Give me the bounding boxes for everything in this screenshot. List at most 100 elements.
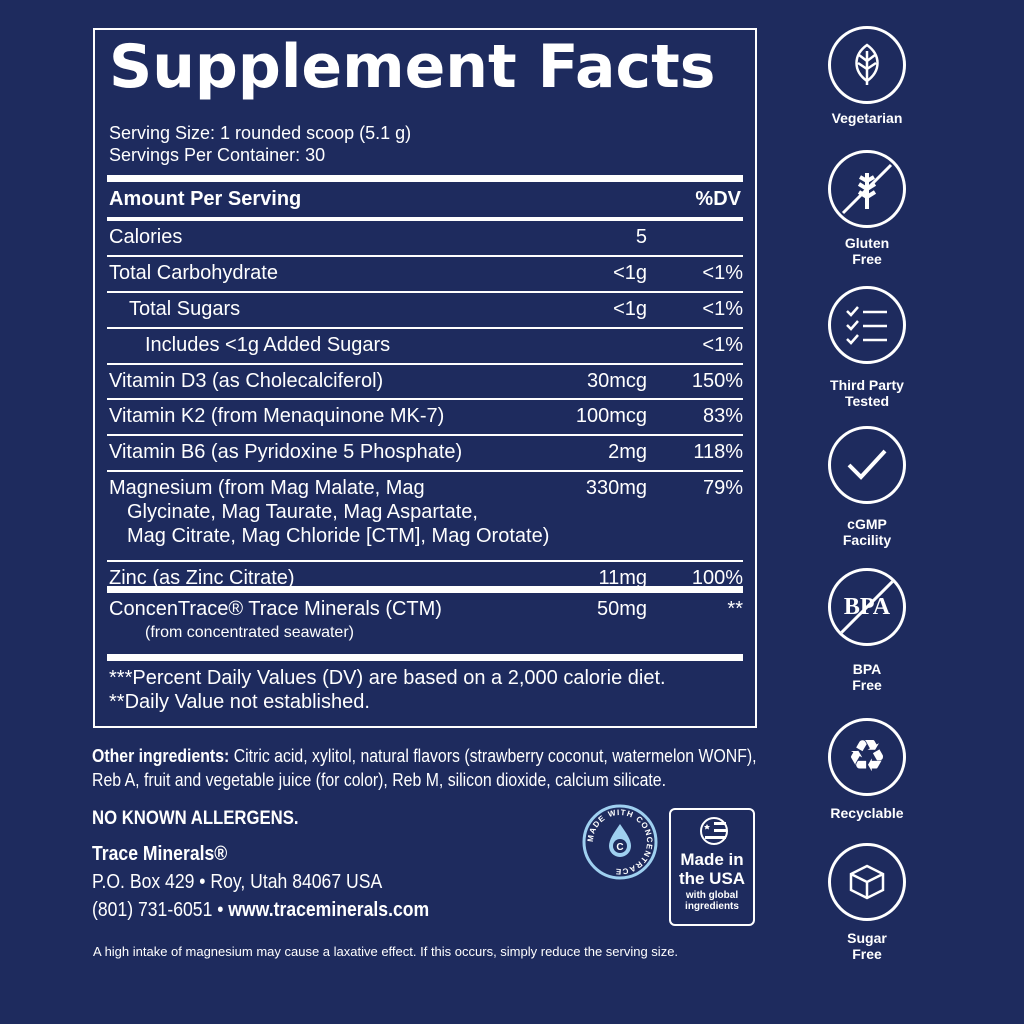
other-ingredients-text: Citric acid, xylitol, natural flavors (s… — [92, 746, 757, 790]
table-row: Vitamin K2 (from Menaquinone MK-7) 100mcg… — [107, 400, 743, 436]
dv: 79% — [702, 477, 743, 499]
divider — [107, 175, 743, 182]
wheat-crossed-icon — [828, 150, 906, 228]
nutrient-name: Zinc (as Zinc Citrate) — [109, 567, 295, 589]
icon-label: cGMP Facility — [800, 516, 934, 548]
icon-label: Vegetarian — [800, 110, 934, 126]
amount: 11mg — [598, 567, 647, 589]
bpa-crossed-icon: BPA — [828, 568, 906, 646]
icon-label: Sugar Free — [800, 930, 934, 962]
table-header: Amount Per Serving %DV — [107, 181, 743, 217]
svg-text:C: C — [616, 842, 623, 853]
nutrient-table: Amount Per Serving %DV Calories 5 Total Ca… — [107, 181, 743, 661]
nutrient-name: Calories — [109, 226, 183, 248]
footnote: ***Percent Daily Values (DV) are based o… — [109, 667, 666, 689]
icon-label: Gluten Free — [800, 235, 934, 267]
amount: 330mg — [585, 477, 647, 499]
checklist-icon — [828, 286, 906, 364]
dv: <1% — [702, 334, 743, 356]
table-row: Zinc (as Zinc Citrate) 11mg 100% — [107, 562, 743, 593]
icon-label: Recyclable — [800, 805, 934, 821]
footnotes: ***Percent Daily Values (DV) are based o… — [109, 666, 666, 714]
label-line: Facility — [842, 532, 892, 548]
label-line: Gluten — [844, 235, 890, 251]
amount: <1g — [613, 298, 647, 320]
dv: 150% — [691, 370, 743, 392]
footnote: **Daily Value not established. — [109, 691, 370, 713]
table-row: Includes <1g Added Sugars <1% — [107, 329, 743, 365]
concentrace-badge: MADE WITH CONCENTRACE C — [582, 804, 658, 880]
sugar-cube-icon — [828, 843, 906, 921]
amount: <1g — [613, 262, 647, 284]
name-sub: (from concentrated seawater) — [145, 624, 354, 641]
usa-line3: with global ingredients — [685, 890, 739, 912]
company-info: Trace Minerals® P.O. Box 429 • Roy, Utah… — [92, 840, 429, 924]
serving-size: Serving Size: 1 rounded scoop (5.1 g) — [109, 123, 412, 143]
icon-label: Third Party Tested — [800, 377, 934, 409]
nutrient-name: Includes <1g Added Sugars — [145, 334, 391, 356]
name-line: Magnesium (from Mag Malate, Mag — [109, 477, 425, 499]
label-line: Third Party — [830, 377, 904, 393]
nutrient-name: Vitamin K2 (from Menaquinone MK-7) — [109, 405, 445, 427]
company-phone: (801) 731-6051 • — [92, 899, 224, 921]
nutrient-name: Magnesium (from Mag Malate, Mag Glycinate… — [107, 476, 743, 560]
label-line: Free — [852, 251, 882, 267]
recycle-icon: ♻ — [828, 718, 906, 796]
servings-per-container: Servings Per Container: 30 — [109, 145, 326, 165]
label-line: Sugar — [847, 930, 887, 946]
company-name: Trace Minerals® — [92, 843, 228, 865]
flag-icon — [700, 817, 728, 845]
table-row: Total Carbohydrate <1g <1% — [107, 257, 743, 293]
amount: 30mcg — [586, 370, 647, 392]
droplet-icon: C — [609, 824, 631, 857]
table-row: Vitamin B6 (as Pyridoxine 5 Phosphate) 2m… — [107, 436, 743, 472]
label-line: Free — [852, 677, 882, 693]
label-line: cGMP — [847, 516, 887, 532]
name-line: Glycinate, Mag Taurate, Mag Aspartate, — [127, 501, 478, 523]
panel-title: Supplement Facts — [109, 32, 716, 102]
header-dv: %DV — [695, 187, 741, 210]
table-row: Magnesium (from Mag Malate, Mag Glycinate… — [107, 472, 743, 562]
company-address: P.O. Box 429 • Roy, Utah 84067 USA — [92, 871, 383, 893]
table-row: Total Sugars <1g <1% — [107, 293, 743, 329]
amount: 100mcg — [575, 405, 647, 427]
nutrient-name: Total Carbohydrate — [109, 262, 278, 284]
leaf-icon — [828, 26, 906, 104]
dv: 100% — [691, 567, 743, 589]
nutrient-name: ConcenTrace® Trace Minerals (CTM) (from c… — [107, 597, 743, 654]
amount: 5 — [635, 226, 647, 248]
dv: <1% — [702, 262, 743, 284]
company-website[interactable]: www.traceminerals.com — [228, 899, 430, 921]
label-line: BPA — [852, 661, 882, 677]
serving-info: Serving Size: 1 rounded scoop (5.1 g) Se… — [109, 122, 411, 166]
dv: 83% — [702, 405, 743, 427]
other-ingredients: Other ingredients: Citric acid, xylitol,… — [92, 744, 774, 792]
amount: 50mg — [596, 598, 647, 620]
check-icon — [828, 426, 906, 504]
table-row: Calories 5 — [107, 221, 743, 257]
divider — [107, 217, 743, 221]
table-row: Vitamin D3 (as Cholecalciferol) 30mcg 150% — [107, 365, 743, 400]
label-line: Recyclable — [830, 805, 904, 821]
icon-label: BPA Free — [800, 661, 934, 693]
allergen-statement: NO KNOWN ALLERGENS. — [92, 808, 299, 829]
label-line: Free — [852, 946, 882, 962]
table-row: ConcenTrace® Trace Minerals (CTM) (from c… — [107, 593, 743, 661]
name-line: Mag Citrate, Mag Chloride [CTM], Mag Oro… — [127, 525, 550, 547]
dv: <1% — [702, 298, 743, 320]
header-amount: Amount Per Serving — [109, 187, 302, 210]
concentrace-seal: MADE WITH CONCENTRACE C — [582, 804, 658, 880]
nutrient-name: Vitamin D3 (as Cholecalciferol) — [109, 370, 384, 392]
nutrient-name: Total Sugars — [129, 298, 241, 320]
made-in-usa-badge: Made in the USA with global ingredients — [669, 808, 755, 926]
dv: ** — [727, 598, 743, 620]
other-ingredients-label: Other ingredients: — [92, 746, 230, 766]
label-line: Vegetarian — [831, 110, 903, 126]
magnesium-warning: A high intake of magnesium may cause a l… — [93, 944, 679, 959]
usa-line1: Made in — [680, 850, 744, 869]
nutrient-name: Vitamin B6 (as Pyridoxine 5 Phosphate) — [109, 441, 463, 463]
usa-line2: the USA — [678, 869, 746, 888]
name-line: ConcenTrace® Trace Minerals (CTM) — [109, 598, 442, 620]
supplement-facts-panel: Supplement Facts Serving Size: 1 rounded… — [93, 28, 757, 728]
label-line: Tested — [844, 393, 890, 409]
